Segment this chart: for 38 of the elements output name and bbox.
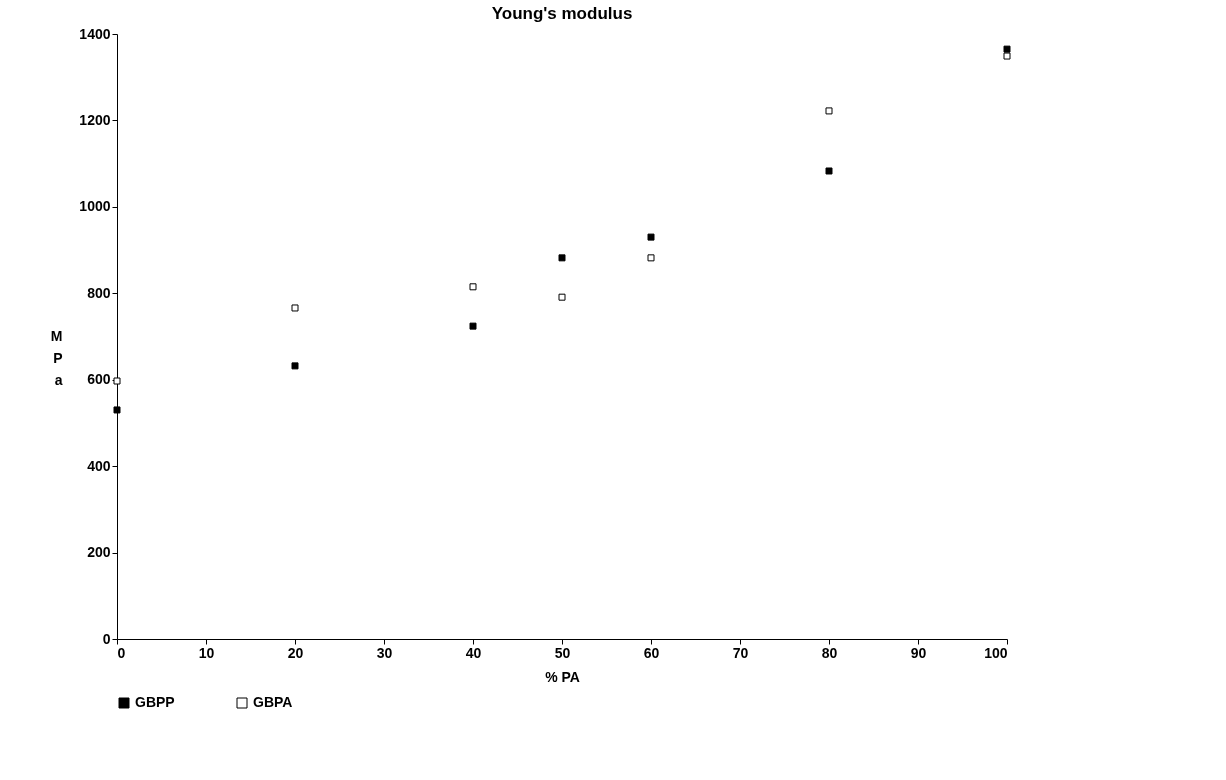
legend-label: GBPA bbox=[253, 694, 293, 710]
y-tick-label: 200 bbox=[87, 544, 111, 561]
point bbox=[647, 233, 655, 241]
point bbox=[113, 377, 121, 385]
point bbox=[1003, 52, 1011, 60]
x-tick-label: 60 bbox=[643, 644, 660, 661]
point bbox=[558, 254, 566, 262]
x-tick-label: 20 bbox=[287, 644, 304, 661]
y-tick-label: 0 bbox=[102, 630, 111, 647]
y-axis-title: MPa bbox=[50, 327, 63, 388]
point bbox=[469, 322, 477, 330]
x-axis-title: % PA bbox=[545, 668, 580, 685]
y-tick-label: 600 bbox=[87, 371, 111, 388]
y-tick-label: 800 bbox=[87, 284, 111, 301]
point bbox=[469, 283, 477, 291]
y-tick-label: 400 bbox=[87, 457, 111, 474]
x-tick-label: 0 bbox=[117, 644, 126, 661]
point bbox=[291, 304, 299, 312]
x-tick-label: 10 bbox=[198, 644, 215, 661]
chart-title: Young's modulus bbox=[491, 4, 633, 23]
x-tick-label: 80 bbox=[821, 644, 838, 661]
y-tick-label: 1400 bbox=[79, 25, 111, 42]
point bbox=[291, 362, 299, 370]
point bbox=[1003, 45, 1011, 53]
point bbox=[825, 107, 833, 115]
x-tick-label: 70 bbox=[732, 644, 749, 661]
y-tick-label: 1200 bbox=[79, 111, 111, 128]
x-tick-label: 40 bbox=[465, 644, 482, 661]
x-tick-label: 90 bbox=[910, 644, 927, 661]
point bbox=[558, 293, 566, 301]
x-tick-label: 30 bbox=[376, 644, 393, 661]
legend-label: GBPP bbox=[135, 694, 175, 710]
x-tick-label: 100 bbox=[984, 644, 1008, 661]
y-tick-label: 1000 bbox=[79, 198, 111, 215]
point bbox=[825, 167, 833, 175]
point bbox=[647, 254, 655, 262]
x-tick-label: 50 bbox=[554, 644, 571, 661]
point bbox=[113, 406, 121, 414]
